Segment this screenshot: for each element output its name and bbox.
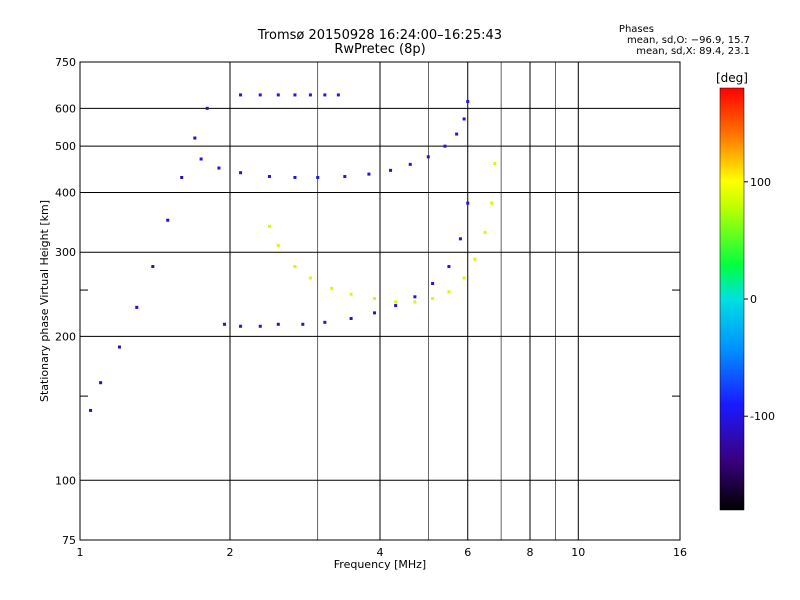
data-point xyxy=(389,168,393,172)
x-axis: 1 2 4 6 8 10 16 xyxy=(77,546,688,559)
y-tick-label: 750 xyxy=(55,56,76,69)
data-point xyxy=(490,201,494,205)
data-point xyxy=(89,408,93,412)
data-point xyxy=(373,297,377,301)
data-point xyxy=(343,175,347,179)
y-tick-label: 200 xyxy=(55,330,76,343)
data-point xyxy=(473,257,477,261)
plot-frame xyxy=(79,61,681,541)
data-point xyxy=(308,93,312,97)
data-point xyxy=(349,292,353,296)
data-point xyxy=(330,286,334,290)
data-point xyxy=(217,166,221,170)
data-point xyxy=(483,230,487,234)
y-axis-label: Stationary phase Virtual Height [km] xyxy=(38,200,51,402)
y-tick-label: 400 xyxy=(55,186,76,199)
x-tick-label: 6 xyxy=(464,546,471,559)
data-point xyxy=(336,93,340,97)
y-tick-label: 100 xyxy=(55,474,76,487)
y-tick-label: 500 xyxy=(55,140,76,153)
data-point xyxy=(166,218,170,222)
data-point xyxy=(293,265,297,269)
data-point xyxy=(455,132,459,136)
data-point xyxy=(431,297,435,301)
data-point xyxy=(239,324,243,328)
data-point xyxy=(151,265,155,269)
data-point xyxy=(413,295,417,299)
colorbar-tick-label: 0 xyxy=(750,293,757,306)
data-point xyxy=(99,381,103,385)
x-tick-label: 10 xyxy=(571,546,585,559)
data-point xyxy=(199,157,203,161)
chart-subtitle: RwPretec (8p) xyxy=(334,42,426,57)
data-point xyxy=(117,345,121,349)
data-point xyxy=(293,175,297,179)
phases-title: Phases xyxy=(618,24,654,35)
data-point xyxy=(316,175,320,179)
data-point xyxy=(180,175,184,179)
data-point xyxy=(258,324,262,328)
data-point xyxy=(276,322,280,326)
x-tick-label: 16 xyxy=(673,546,687,559)
colorbar-tick-label: -100 xyxy=(750,410,775,423)
data-point xyxy=(493,161,497,165)
x-tick-label: 4 xyxy=(377,546,384,559)
colorbar-ticks: 100 0 -100 xyxy=(744,176,775,423)
data-point xyxy=(466,100,470,104)
x-tick-label: 1 xyxy=(77,546,84,559)
data-point xyxy=(462,276,466,280)
data-point xyxy=(426,155,430,159)
colorbar-tick-label: 100 xyxy=(750,176,771,189)
data-points xyxy=(89,93,497,412)
data-point xyxy=(462,117,466,121)
data-point xyxy=(205,106,209,110)
data-point xyxy=(373,311,377,315)
y-axis: 75 100 200 300 400 500 600 750 xyxy=(55,56,680,547)
data-point xyxy=(458,237,462,241)
x-tick-label: 8 xyxy=(527,546,534,559)
data-point xyxy=(239,93,243,97)
data-point xyxy=(413,300,417,304)
data-point xyxy=(394,300,398,304)
data-point xyxy=(239,171,243,175)
data-point xyxy=(323,93,327,97)
data-point xyxy=(193,136,197,140)
data-point xyxy=(323,320,327,324)
data-point xyxy=(276,243,280,247)
phases-o-mode: mean, sd,O: −96.9, 15.7 xyxy=(627,35,750,46)
colorbar-label: [deg] xyxy=(716,71,748,85)
data-point xyxy=(349,316,353,320)
data-point xyxy=(447,265,451,269)
chart-title: Tromsø 20150928 16:24:00–16:25:43 xyxy=(257,28,503,43)
data-point xyxy=(267,175,271,179)
y-tick-label: 600 xyxy=(55,102,76,115)
data-point xyxy=(223,322,227,326)
x-axis-label: Frequency [MHz] xyxy=(334,558,426,571)
data-point xyxy=(267,224,271,228)
data-point xyxy=(135,305,139,309)
data-point xyxy=(301,322,305,326)
data-point xyxy=(447,290,451,294)
data-point xyxy=(367,172,371,176)
data-point xyxy=(308,276,312,280)
data-point xyxy=(293,93,297,97)
data-point xyxy=(394,304,398,308)
grid xyxy=(80,62,680,540)
y-tick-label: 300 xyxy=(55,246,76,259)
phases-x-mode: mean, sd,X: 89.4, 23.1 xyxy=(636,46,750,57)
data-point xyxy=(466,201,470,205)
data-point xyxy=(276,93,280,97)
data-point xyxy=(408,162,412,166)
y-tick-label: 75 xyxy=(62,534,76,547)
data-point xyxy=(258,93,262,97)
colorbar xyxy=(719,87,745,511)
data-point xyxy=(443,144,447,148)
data-point xyxy=(431,282,435,286)
x-tick-label: 2 xyxy=(227,546,234,559)
